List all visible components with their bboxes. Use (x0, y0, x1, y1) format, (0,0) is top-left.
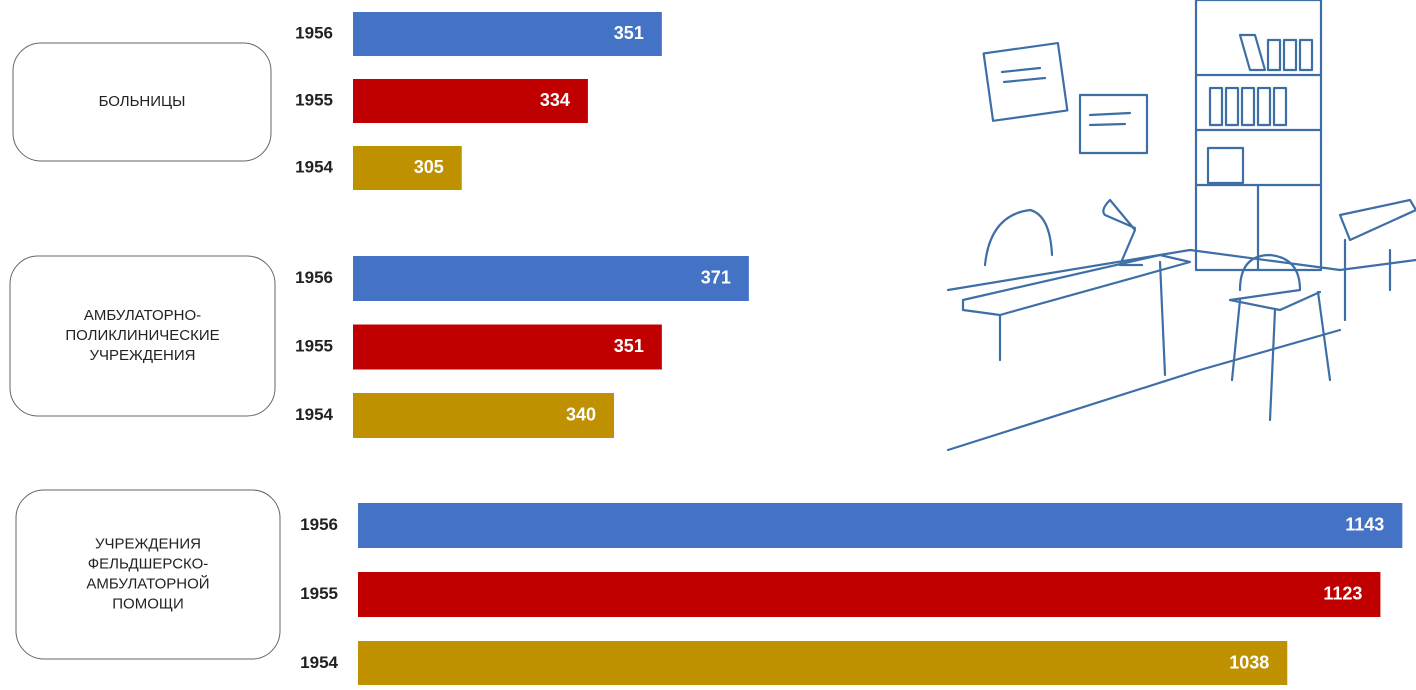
bar (353, 12, 662, 56)
category-box (12, 42, 272, 162)
year-label: 1955 (295, 90, 333, 109)
office-illustration (946, 0, 1416, 452)
year-label: 1954 (295, 405, 333, 424)
value-label: 351 (614, 23, 644, 43)
bar (353, 79, 588, 123)
value-label: 305 (414, 157, 444, 177)
year-label: 1956 (295, 268, 333, 287)
category-label: АМБУЛАТОРНОЙ (86, 574, 209, 592)
bar (358, 572, 1381, 617)
bar (353, 324, 662, 370)
value-label: 351 (614, 336, 644, 356)
category-label: АМБУЛАТОРНО- (84, 307, 201, 324)
year-label: 1954 (295, 157, 333, 176)
bar (358, 503, 1403, 548)
value-label: 1123 (1323, 583, 1362, 603)
bar (353, 393, 614, 438)
category-label: ПОМОЩИ (112, 595, 183, 612)
year-label: 1955 (295, 336, 333, 355)
category-label: БОЛЬНИЦЫ (99, 93, 186, 110)
year-label: 1956 (295, 23, 333, 42)
category-box (15, 489, 281, 660)
value-label: 371 (701, 267, 731, 287)
category-label: ПОЛИКЛИНИЧЕСКИЕ (65, 327, 219, 344)
value-label: 1143 (1345, 514, 1384, 534)
year-label: 1956 (300, 515, 338, 534)
category-box (9, 255, 276, 417)
category-label: ФЕЛЬДШЕРСКО- (88, 555, 209, 572)
year-label: 1954 (300, 653, 338, 672)
value-label: 1038 (1229, 652, 1269, 672)
category-label: УЧРЕЖДЕНИЯ (90, 347, 196, 364)
bar (358, 641, 1288, 686)
bar (353, 146, 462, 190)
bar (353, 256, 749, 301)
value-label: 334 (540, 90, 570, 110)
year-label: 1955 (300, 584, 338, 603)
category-label: УЧРЕЖДЕНИЯ (95, 535, 201, 552)
value-label: 340 (566, 404, 596, 424)
